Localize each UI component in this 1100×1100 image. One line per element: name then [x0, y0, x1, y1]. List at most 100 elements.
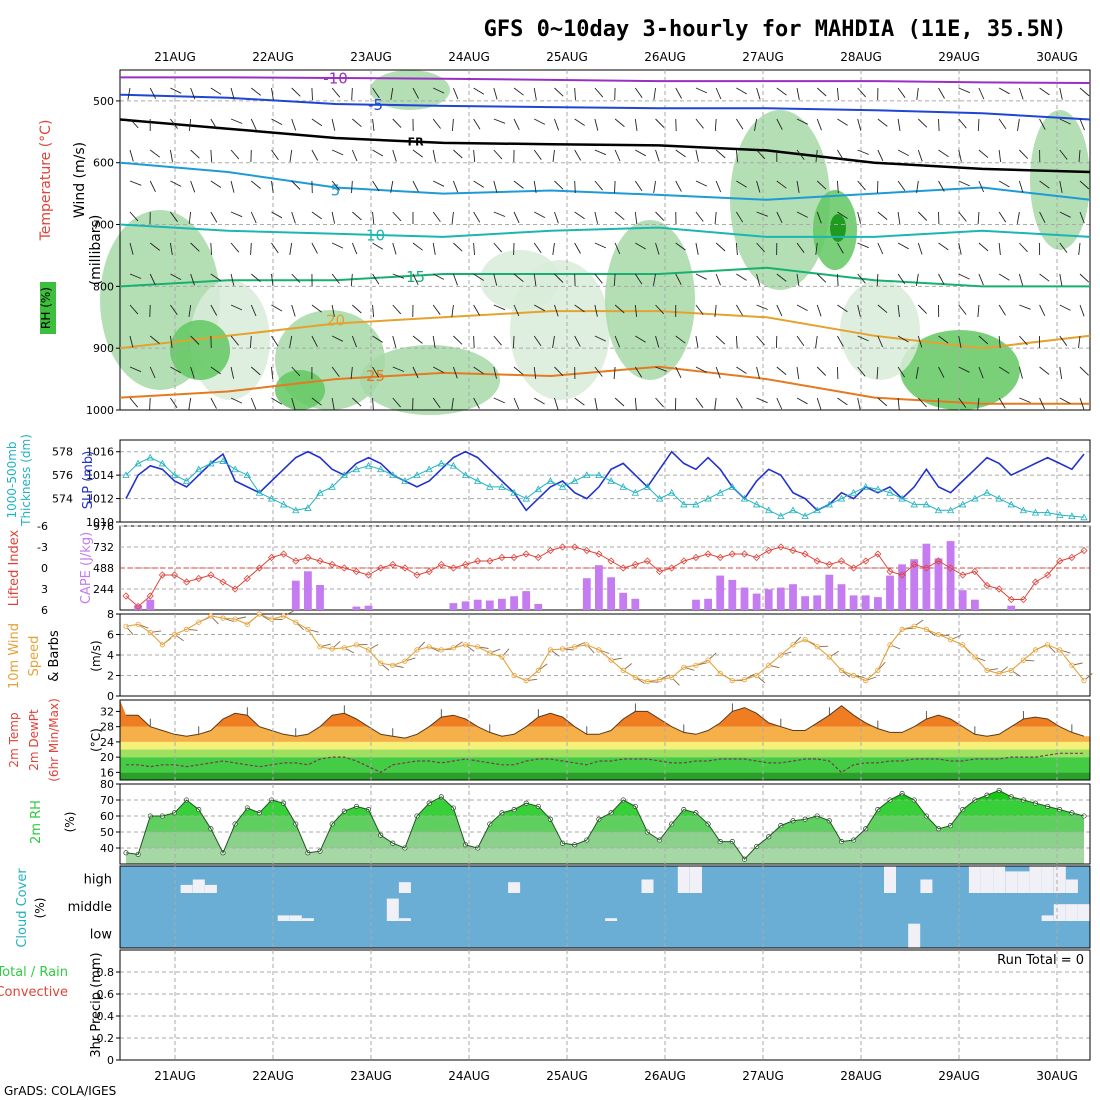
upper-ytick-label: 1000 — [86, 404, 114, 417]
wind-barb — [857, 149, 869, 155]
cape-bar — [498, 598, 506, 610]
wind-barb — [432, 118, 441, 129]
wind-barb — [816, 397, 822, 410]
wind-barb — [796, 242, 805, 253]
wind-barb — [473, 335, 475, 349]
wind-barb — [756, 366, 760, 379]
wind-barb — [473, 149, 476, 163]
wind-barb — [998, 242, 1001, 255]
wind-barb — [149, 366, 156, 379]
li-tick-label: 6 — [41, 604, 48, 617]
wind-barb — [897, 366, 905, 378]
wind-barb — [169, 335, 173, 348]
cape-bar — [146, 599, 155, 610]
temp-tick-label: 20 — [100, 751, 114, 764]
wind-barb — [876, 273, 879, 287]
cape-bar — [595, 565, 603, 610]
temp-band — [120, 749, 1090, 758]
wind-barb — [250, 211, 257, 224]
wind-barb — [331, 242, 344, 249]
li-point — [583, 546, 591, 555]
rh-shading — [840, 280, 920, 380]
wind-barb — [513, 211, 520, 224]
wind-barb — [291, 118, 297, 131]
cape-bar — [534, 604, 543, 610]
wind-barb — [877, 242, 884, 255]
wind-barb — [635, 335, 646, 343]
thickness-point — [461, 471, 470, 479]
wind-barb — [978, 273, 984, 286]
cloud-cell-high — [981, 866, 993, 893]
cloud-cell-middle — [386, 898, 399, 921]
wind-barb — [311, 87, 313, 101]
isotherm-label: 5 — [331, 182, 341, 200]
li-point — [619, 564, 627, 572]
wind10m-axis-label-2: Speed — [27, 636, 42, 677]
li-point — [934, 557, 943, 565]
wind-barb — [594, 211, 599, 224]
wind-barb — [1059, 242, 1068, 253]
wind-barb — [331, 180, 341, 191]
wind-barb — [776, 180, 787, 189]
thickness-point — [862, 483, 870, 490]
wind-barb — [412, 180, 419, 192]
wind-barb — [897, 149, 909, 156]
wind-barb — [210, 211, 218, 223]
date-label-top: 28AUG — [840, 50, 882, 64]
wind-ytick-label: 2 — [107, 670, 114, 683]
wind-barb — [796, 335, 805, 347]
cape-bar — [740, 587, 749, 610]
thickness-line — [125, 457, 1085, 518]
wind-frame — [119, 613, 1091, 697]
wind-barb — [493, 87, 498, 100]
wind-barb — [938, 87, 945, 99]
wind-barb — [1039, 304, 1046, 316]
wind-barb — [837, 304, 848, 313]
wind-barb — [351, 87, 353, 101]
isotherm-label: FR — [408, 135, 425, 148]
wind-barb — [291, 211, 296, 224]
wind-barb — [998, 335, 1001, 349]
thickness-axis-label-2: Thickness (dm) — [19, 434, 33, 527]
wind-barb — [188, 118, 192, 131]
wind-barb — [857, 118, 862, 131]
wind-barb — [715, 242, 726, 252]
wind-barb — [695, 118, 704, 129]
wind-barb — [735, 397, 743, 409]
wind-barb — [594, 87, 604, 98]
wind-barb — [756, 304, 768, 310]
wind-barb — [594, 397, 598, 410]
wind-barb — [594, 242, 607, 249]
wind-barb — [837, 242, 844, 254]
wind-barb — [392, 273, 405, 279]
wind-barb — [210, 304, 218, 316]
wind-barb — [432, 273, 445, 280]
wind-barb — [390, 180, 394, 193]
wind-barb — [473, 242, 475, 256]
wind-barb — [816, 304, 822, 317]
upper-ytick-label: 800 — [93, 280, 114, 293]
wind-barb — [1078, 242, 1081, 255]
wind-barb — [250, 397, 257, 410]
thickness-point — [219, 457, 227, 464]
wind-barb — [451, 211, 454, 224]
wind-barb — [170, 87, 182, 94]
wind-barb — [170, 304, 178, 316]
li-line — [125, 546, 1085, 608]
cloud-cell-high — [677, 866, 690, 893]
wind-barb — [958, 366, 970, 373]
wind-barb — [958, 242, 962, 255]
cape-bar — [134, 605, 142, 610]
cape-bar — [510, 596, 518, 610]
temp-frame — [119, 699, 1091, 781]
wind-barb — [352, 397, 362, 407]
wind-barb — [837, 397, 848, 406]
upper-ytick-label: 500 — [93, 95, 114, 108]
cape-bar — [485, 600, 494, 610]
wind-barb — [837, 335, 844, 347]
wind-barb — [188, 304, 192, 317]
wind-barb — [271, 180, 274, 193]
wind-barb — [1059, 335, 1068, 346]
wind-barb — [675, 149, 686, 158]
wind-barb — [392, 118, 402, 128]
